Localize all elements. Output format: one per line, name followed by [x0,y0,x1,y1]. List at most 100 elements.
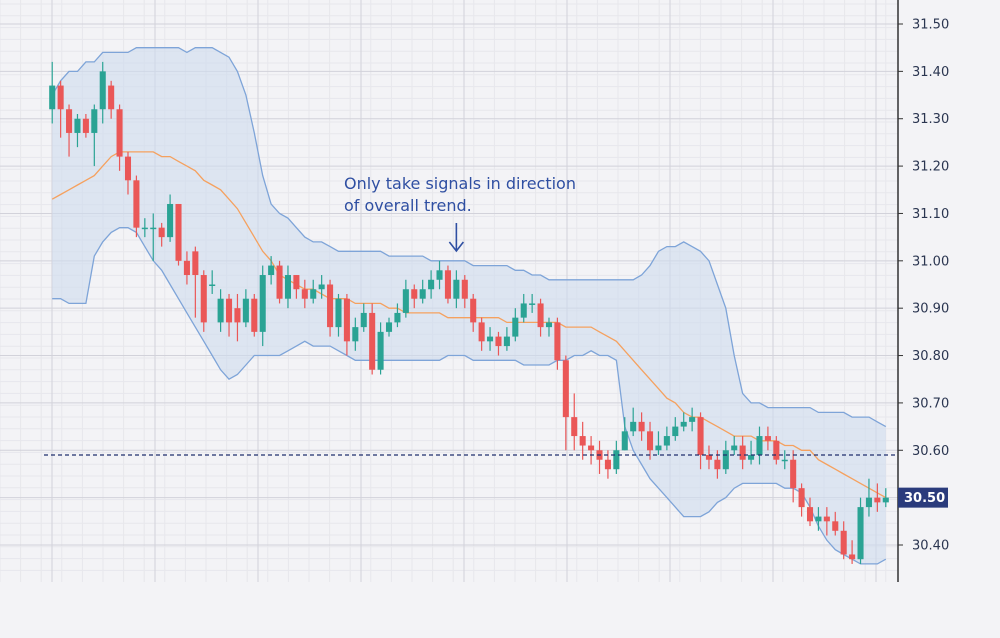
candle [293,275,300,299]
candle [588,436,595,465]
price-tick-label: 31.40 [912,65,949,80]
candle-body [57,85,64,110]
candle [478,317,485,351]
candle [832,511,839,536]
candle [579,421,586,460]
candle [268,256,275,285]
candle [91,104,98,167]
candle [529,293,536,313]
candle [672,417,679,441]
candle-body [293,275,300,290]
candle [200,270,207,332]
candle-body [680,421,687,427]
candle [310,279,317,304]
candle [284,265,292,309]
candle-body [66,109,73,133]
candle [764,426,771,451]
candle [646,421,654,460]
annotation-line-1: Only take signals in direction [344,174,576,193]
candle [124,151,132,195]
candle [655,431,662,456]
candle-body [444,270,451,299]
candle-body [571,417,578,437]
candle-body [200,275,207,323]
candle-body [470,298,477,323]
candle-body [369,312,376,370]
trend-annotation: Only take signals in direction of overal… [344,174,576,253]
candle [697,412,704,470]
candle [470,293,477,332]
candle-body [91,109,98,133]
candle-body [815,516,822,522]
candle-body [579,436,586,446]
candle-body [335,298,342,328]
candle [66,104,73,157]
candle [638,412,645,441]
price-tick-label: 30.70 [912,396,949,411]
candle [689,407,696,432]
candle-body [385,322,393,332]
price-tick-label: 30.90 [912,302,949,317]
candle [680,412,687,432]
candle [773,436,780,465]
candle [756,426,763,465]
candle [798,483,805,517]
candle-body [116,109,123,157]
candle-body [327,284,334,328]
candle [571,393,578,451]
candle-body [217,298,224,323]
candle-body [402,289,409,313]
candle [630,407,637,437]
candle-body [655,445,662,451]
candle-body [545,322,553,328]
candle-body [74,118,81,133]
candle [276,260,283,304]
candle-body [428,279,435,290]
candle-body [99,71,106,110]
candle-body [436,270,443,280]
price-tick-label: 30.40 [912,539,949,554]
candle-body [781,459,788,462]
candle-body [588,445,595,451]
candle-body [672,426,679,437]
candle [748,440,755,465]
candle [815,507,822,531]
candle [849,540,856,564]
candle-body [175,203,182,261]
candle-body [806,507,814,522]
candle-body [689,417,696,422]
candle [731,436,738,456]
candle-body [268,265,275,276]
candle [57,80,64,138]
candle [385,317,393,337]
price-tick-label: 31.20 [912,160,949,175]
price-tick-label: 31.50 [912,18,949,33]
candle-body [857,507,864,560]
overlays: 31.50 31.40 31.30 31.20 31.10 31.00 30.90 30.80… [44,0,949,582]
price-axis-ticks: 31.50 31.40 31.30 31.20 31.10 31.00 30.90 30.80… [898,18,949,554]
candle-body [705,455,713,460]
price-tick-label: 31.10 [912,207,949,222]
candle-body [630,421,637,432]
candle [133,175,140,238]
candle [621,417,628,451]
candle-body [133,180,140,228]
candle-body [748,455,755,460]
candle-body [259,275,266,332]
candle [402,279,409,318]
candle-body [478,322,485,342]
candle [419,279,426,304]
candle-body [697,417,704,456]
candle [167,194,174,242]
candle [175,203,182,266]
candle [369,303,376,375]
candle-body [234,308,241,323]
candle-body [411,289,418,299]
candle [327,279,334,337]
candle [461,275,468,309]
candle-body [453,279,460,299]
candle [537,298,544,337]
lower-band-line [52,227,887,565]
candle-body [192,251,199,276]
